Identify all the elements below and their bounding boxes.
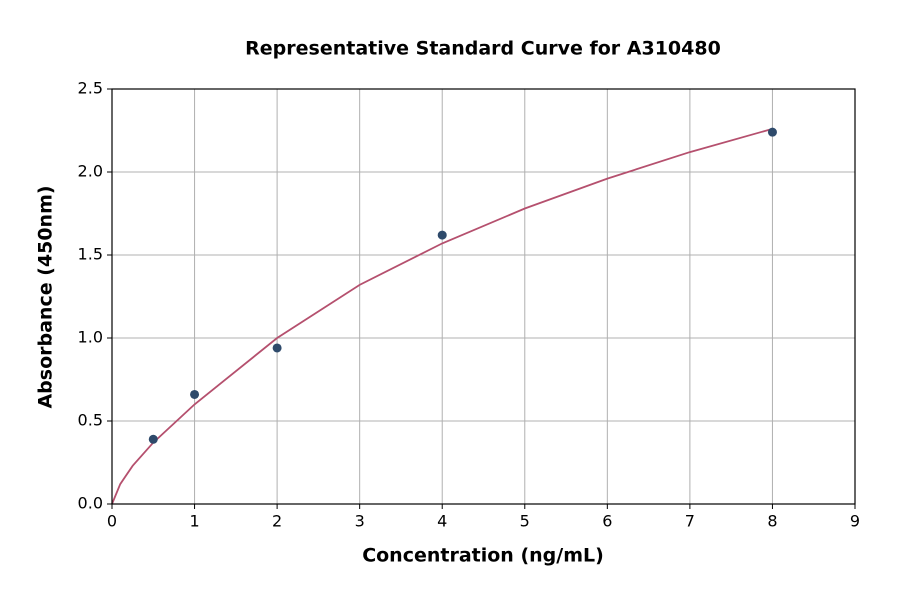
data-point <box>767 127 777 137</box>
data-point <box>437 230 447 240</box>
y-tick-label: 1.5 <box>78 245 103 264</box>
x-tick-label: 0 <box>107 512 117 531</box>
x-tick-label: 8 <box>767 512 777 531</box>
marks <box>111 127 777 505</box>
data-point <box>190 389 200 399</box>
fit-curve <box>111 127 773 505</box>
grid <box>111 88 856 505</box>
y-tick-label: 0.0 <box>78 494 103 513</box>
x-tick-label: 2 <box>272 512 282 531</box>
x-tick-label: 9 <box>850 512 860 531</box>
chart-title: Representative Standard Curve for A31048… <box>245 38 721 60</box>
y-axis-label: Absorbance (450nm) <box>35 185 57 408</box>
x-tick-label: 4 <box>437 512 447 531</box>
x-tick-label: 7 <box>685 512 695 531</box>
y-tick-label: 2.0 <box>78 162 103 181</box>
x-tick-label: 3 <box>355 512 365 531</box>
x-tick-label: 6 <box>602 512 612 531</box>
data-point <box>272 343 282 353</box>
x-tick-label: 1 <box>189 512 199 531</box>
x-axis-label: Concentration (ng/mL) <box>362 545 604 567</box>
data-point <box>148 434 158 444</box>
y-tick-label: 2.5 <box>78 79 103 98</box>
y-tick-label: 1.0 <box>78 328 103 347</box>
y-tick-label: 0.5 <box>78 411 103 430</box>
x-tick-label: 5 <box>520 512 530 531</box>
plot-frame <box>111 88 856 505</box>
